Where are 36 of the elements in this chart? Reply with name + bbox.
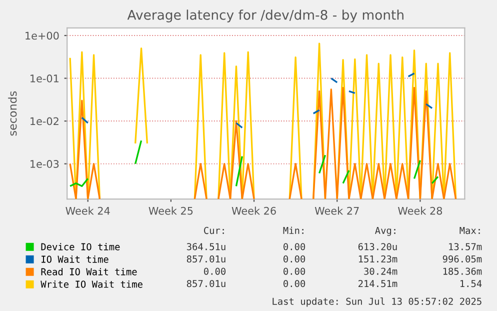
text: Avg: — [375, 226, 396, 236]
y-tick-label: 1e-01 — [30, 74, 58, 82]
x-tick-label: Week 27 — [314, 206, 359, 215]
y-tick-label: 1e-02 — [30, 117, 58, 126]
x-tick-label: Week 25 — [148, 206, 193, 215]
text: 0.00 — [204, 268, 226, 275]
legend-label: Device IO time — [41, 243, 120, 250]
text: 1.54 — [460, 280, 482, 288]
y-tick-label: 1e+00 — [26, 32, 59, 40]
text: Last update: Sun Jul 13 05:57:02 2025 — [272, 298, 482, 307]
text: 857.01u — [186, 255, 226, 263]
text: 151.23m — [358, 255, 398, 263]
chart-title: Average latency for /dev/dm-8 - by month — [127, 10, 404, 22]
y-axis-title: seconds — [8, 91, 17, 136]
legend-label: IO Wait time — [42, 256, 108, 263]
y-tick-label: 1e-03 — [30, 160, 59, 168]
text: 996.05m — [442, 255, 482, 263]
x-tick-label: Week 26 — [232, 206, 276, 215]
text: 0.00 — [284, 280, 306, 288]
legend-label: Read IO Wait time — [41, 268, 137, 276]
text: 214.51m — [358, 280, 398, 288]
text: 857.01u — [186, 280, 226, 288]
text: 364.51u — [186, 243, 226, 250]
legend-label: Write IO Wait time — [40, 280, 142, 288]
x-tick-label: Week 28 — [398, 206, 442, 215]
text: Cur: — [204, 226, 224, 234]
text: 185.36m — [443, 268, 482, 275]
text: 613.20u — [358, 243, 397, 250]
text: 13.57m — [449, 243, 482, 250]
x-tick-label: Week 24 — [66, 206, 110, 215]
text: 0.00 — [284, 268, 306, 275]
text: Max: — [460, 227, 480, 234]
text: 30.24m — [364, 268, 398, 275]
text: Min: — [283, 226, 304, 234]
text: 0.00 — [284, 255, 306, 263]
text: 0.00 — [284, 243, 306, 250]
